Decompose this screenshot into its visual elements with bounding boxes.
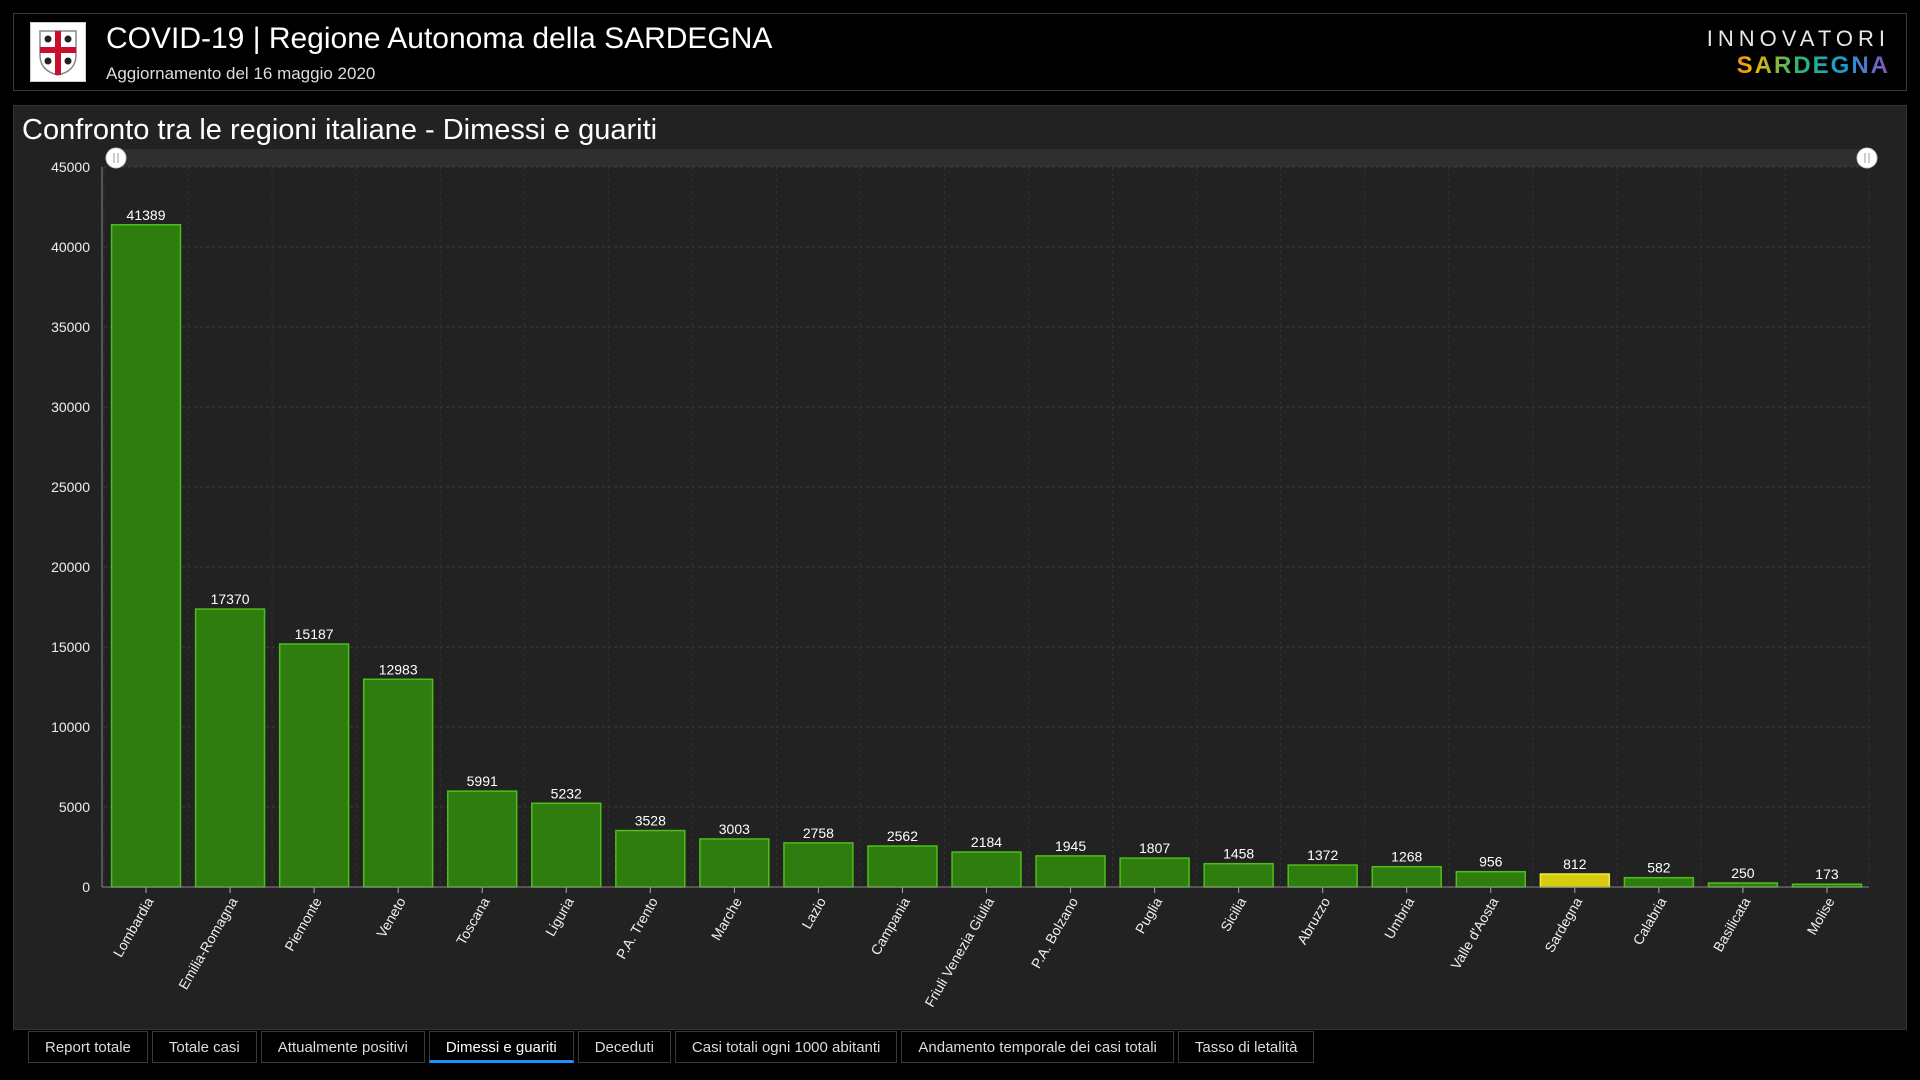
x-tick-label: Veneto xyxy=(373,894,409,940)
bar-emilia-romagna xyxy=(194,608,266,888)
x-tick-label: Lombardia xyxy=(110,894,157,959)
data-label: 1458 xyxy=(1223,846,1254,862)
y-tick-label: 20000 xyxy=(51,559,90,575)
data-label: 12983 xyxy=(379,661,418,677)
tab-andamento-temporale-dei-casi-totali[interactable]: Andamento temporale dei casi totali xyxy=(901,1031,1174,1063)
chart-title: Confronto tra le regioni italiane - Dime… xyxy=(22,114,658,146)
y-tick-label: 40000 xyxy=(51,239,90,255)
bar-puglia xyxy=(1119,857,1190,888)
tab-tasso-di-letalit[interactable]: Tasso di letalità xyxy=(1177,1031,1315,1063)
bar-chart: 0 5000 10000 15000 20000 25000 30000 35000 40000… xyxy=(51,147,1878,1010)
x-tick-label: P.A. Trento xyxy=(613,894,661,961)
range-handle-end[interactable] xyxy=(1856,147,1878,169)
bar-p-a-bolzano xyxy=(1035,855,1106,888)
bar-p-a-trento xyxy=(615,829,686,888)
x-tick-label: Liguria xyxy=(542,894,577,939)
brand-logo-bottom: SARDEGNA xyxy=(1707,52,1890,80)
x-tick-label: Sicilia xyxy=(1217,894,1249,934)
data-label: 3528 xyxy=(635,813,666,829)
y-tick-label: 25000 xyxy=(51,479,90,495)
y-tick-label: 15000 xyxy=(51,639,90,655)
brand-logo-top: INNOVATORI xyxy=(1706,26,1890,51)
bar-umbria xyxy=(1371,865,1442,888)
x-tick-label: Molise xyxy=(1803,894,1837,937)
bar-abruzzo xyxy=(1287,864,1358,888)
range-handle-start[interactable] xyxy=(105,147,127,169)
x-tick-label: Campania xyxy=(867,894,913,957)
bar-liguria xyxy=(531,802,602,888)
tab-casi-totali-ogni-1000-abitanti[interactable]: Casi totali ogni 1000 abitanti xyxy=(674,1031,898,1063)
data-label: 41389 xyxy=(127,207,166,223)
x-tick-label: Friuli Venezia Giulia xyxy=(921,894,997,1009)
bar-lombardia xyxy=(110,224,182,888)
tab-deceduti[interactable]: Deceduti xyxy=(577,1031,671,1063)
x-tick-label: Piemonte xyxy=(281,894,325,953)
page-title: COVID-19 | Regione Autonoma della SARDEG… xyxy=(106,22,773,55)
bar-marche xyxy=(699,838,770,888)
x-tick-label: Marche xyxy=(708,894,745,943)
data-label: 956 xyxy=(1479,854,1503,870)
bar-sardegna xyxy=(1539,873,1611,888)
x-tick-label: Emilia-Romagna xyxy=(175,894,241,992)
x-tick-label: Basilicata xyxy=(1710,894,1754,954)
y-tick-label: 0 xyxy=(82,879,90,895)
data-label: 1372 xyxy=(1307,847,1338,863)
x-tick-label: Calabria xyxy=(1630,894,1670,947)
data-label: 2562 xyxy=(887,828,918,844)
tab-bar: Report totale Totale casi Attualmente posi… xyxy=(28,1031,1315,1065)
data-label: 1945 xyxy=(1055,838,1086,854)
bar-veneto xyxy=(362,678,434,888)
bar-toscana xyxy=(447,790,518,888)
data-label: 582 xyxy=(1647,860,1671,876)
bar-calabria xyxy=(1623,876,1695,888)
x-tick-label: Valle d'Aosta xyxy=(1447,894,1501,972)
data-label: 5232 xyxy=(551,785,582,801)
data-label: 2758 xyxy=(803,825,834,841)
data-label: 15187 xyxy=(295,626,334,642)
bar-sicilia xyxy=(1203,862,1274,888)
data-label: 173 xyxy=(1815,866,1839,882)
chart-panel: Confronto tra le regioni italiane - Dime… xyxy=(13,105,1907,1030)
data-label: 3003 xyxy=(719,821,750,837)
tab-dimessi-e-guariti[interactable]: Dimessi e guariti xyxy=(428,1031,574,1063)
data-label: 1807 xyxy=(1139,840,1170,856)
y-tick-label: 5000 xyxy=(59,799,90,815)
range-slider-track xyxy=(116,149,1871,167)
update-date: Aggiornamento del 16 maggio 2020 xyxy=(106,64,376,83)
brand-logo: INNOVATORI SARDEGNA xyxy=(1707,26,1890,80)
tab-totale-casi[interactable]: Totale casi xyxy=(151,1031,257,1063)
x-tick-label: Puglia xyxy=(1132,894,1165,936)
y-tick-label: 35000 xyxy=(51,319,90,335)
tab-attualmente-positivi[interactable]: Attualmente positivi xyxy=(260,1031,425,1063)
y-tick-label: 30000 xyxy=(51,399,90,415)
data-label: 2184 xyxy=(971,834,1002,850)
y-tick-label: 10000 xyxy=(51,719,90,735)
x-tick-label: Toscana xyxy=(453,894,493,947)
data-label: 812 xyxy=(1563,856,1587,872)
data-label: 5991 xyxy=(467,773,498,789)
bar-campania xyxy=(867,845,938,888)
bar-friuli-venezia-giulia xyxy=(951,851,1022,888)
data-label: 17370 xyxy=(211,591,250,607)
bar-valle-d-aosta xyxy=(1455,870,1526,888)
data-label: 250 xyxy=(1731,865,1755,881)
region-coat-of-arms-icon xyxy=(30,22,86,82)
bar-lazio xyxy=(783,842,854,888)
x-tick-label: Abruzzo xyxy=(1294,894,1334,947)
x-tick-label: P.A. Bolzano xyxy=(1028,894,1082,971)
y-tick-label: 45000 xyxy=(51,159,90,175)
header-bar: COVID-19 | Regione Autonoma della SARDEG… xyxy=(13,13,1907,91)
bar-basilicata xyxy=(1707,882,1779,888)
x-tick-label: Umbria xyxy=(1381,894,1418,941)
data-label: 1268 xyxy=(1391,849,1422,865)
x-tick-label: Lazio xyxy=(798,894,829,931)
x-tick-label: Sardegna xyxy=(1541,894,1585,955)
bar-piemonte xyxy=(278,643,350,888)
tab-report-totale[interactable]: Report totale xyxy=(28,1031,148,1063)
